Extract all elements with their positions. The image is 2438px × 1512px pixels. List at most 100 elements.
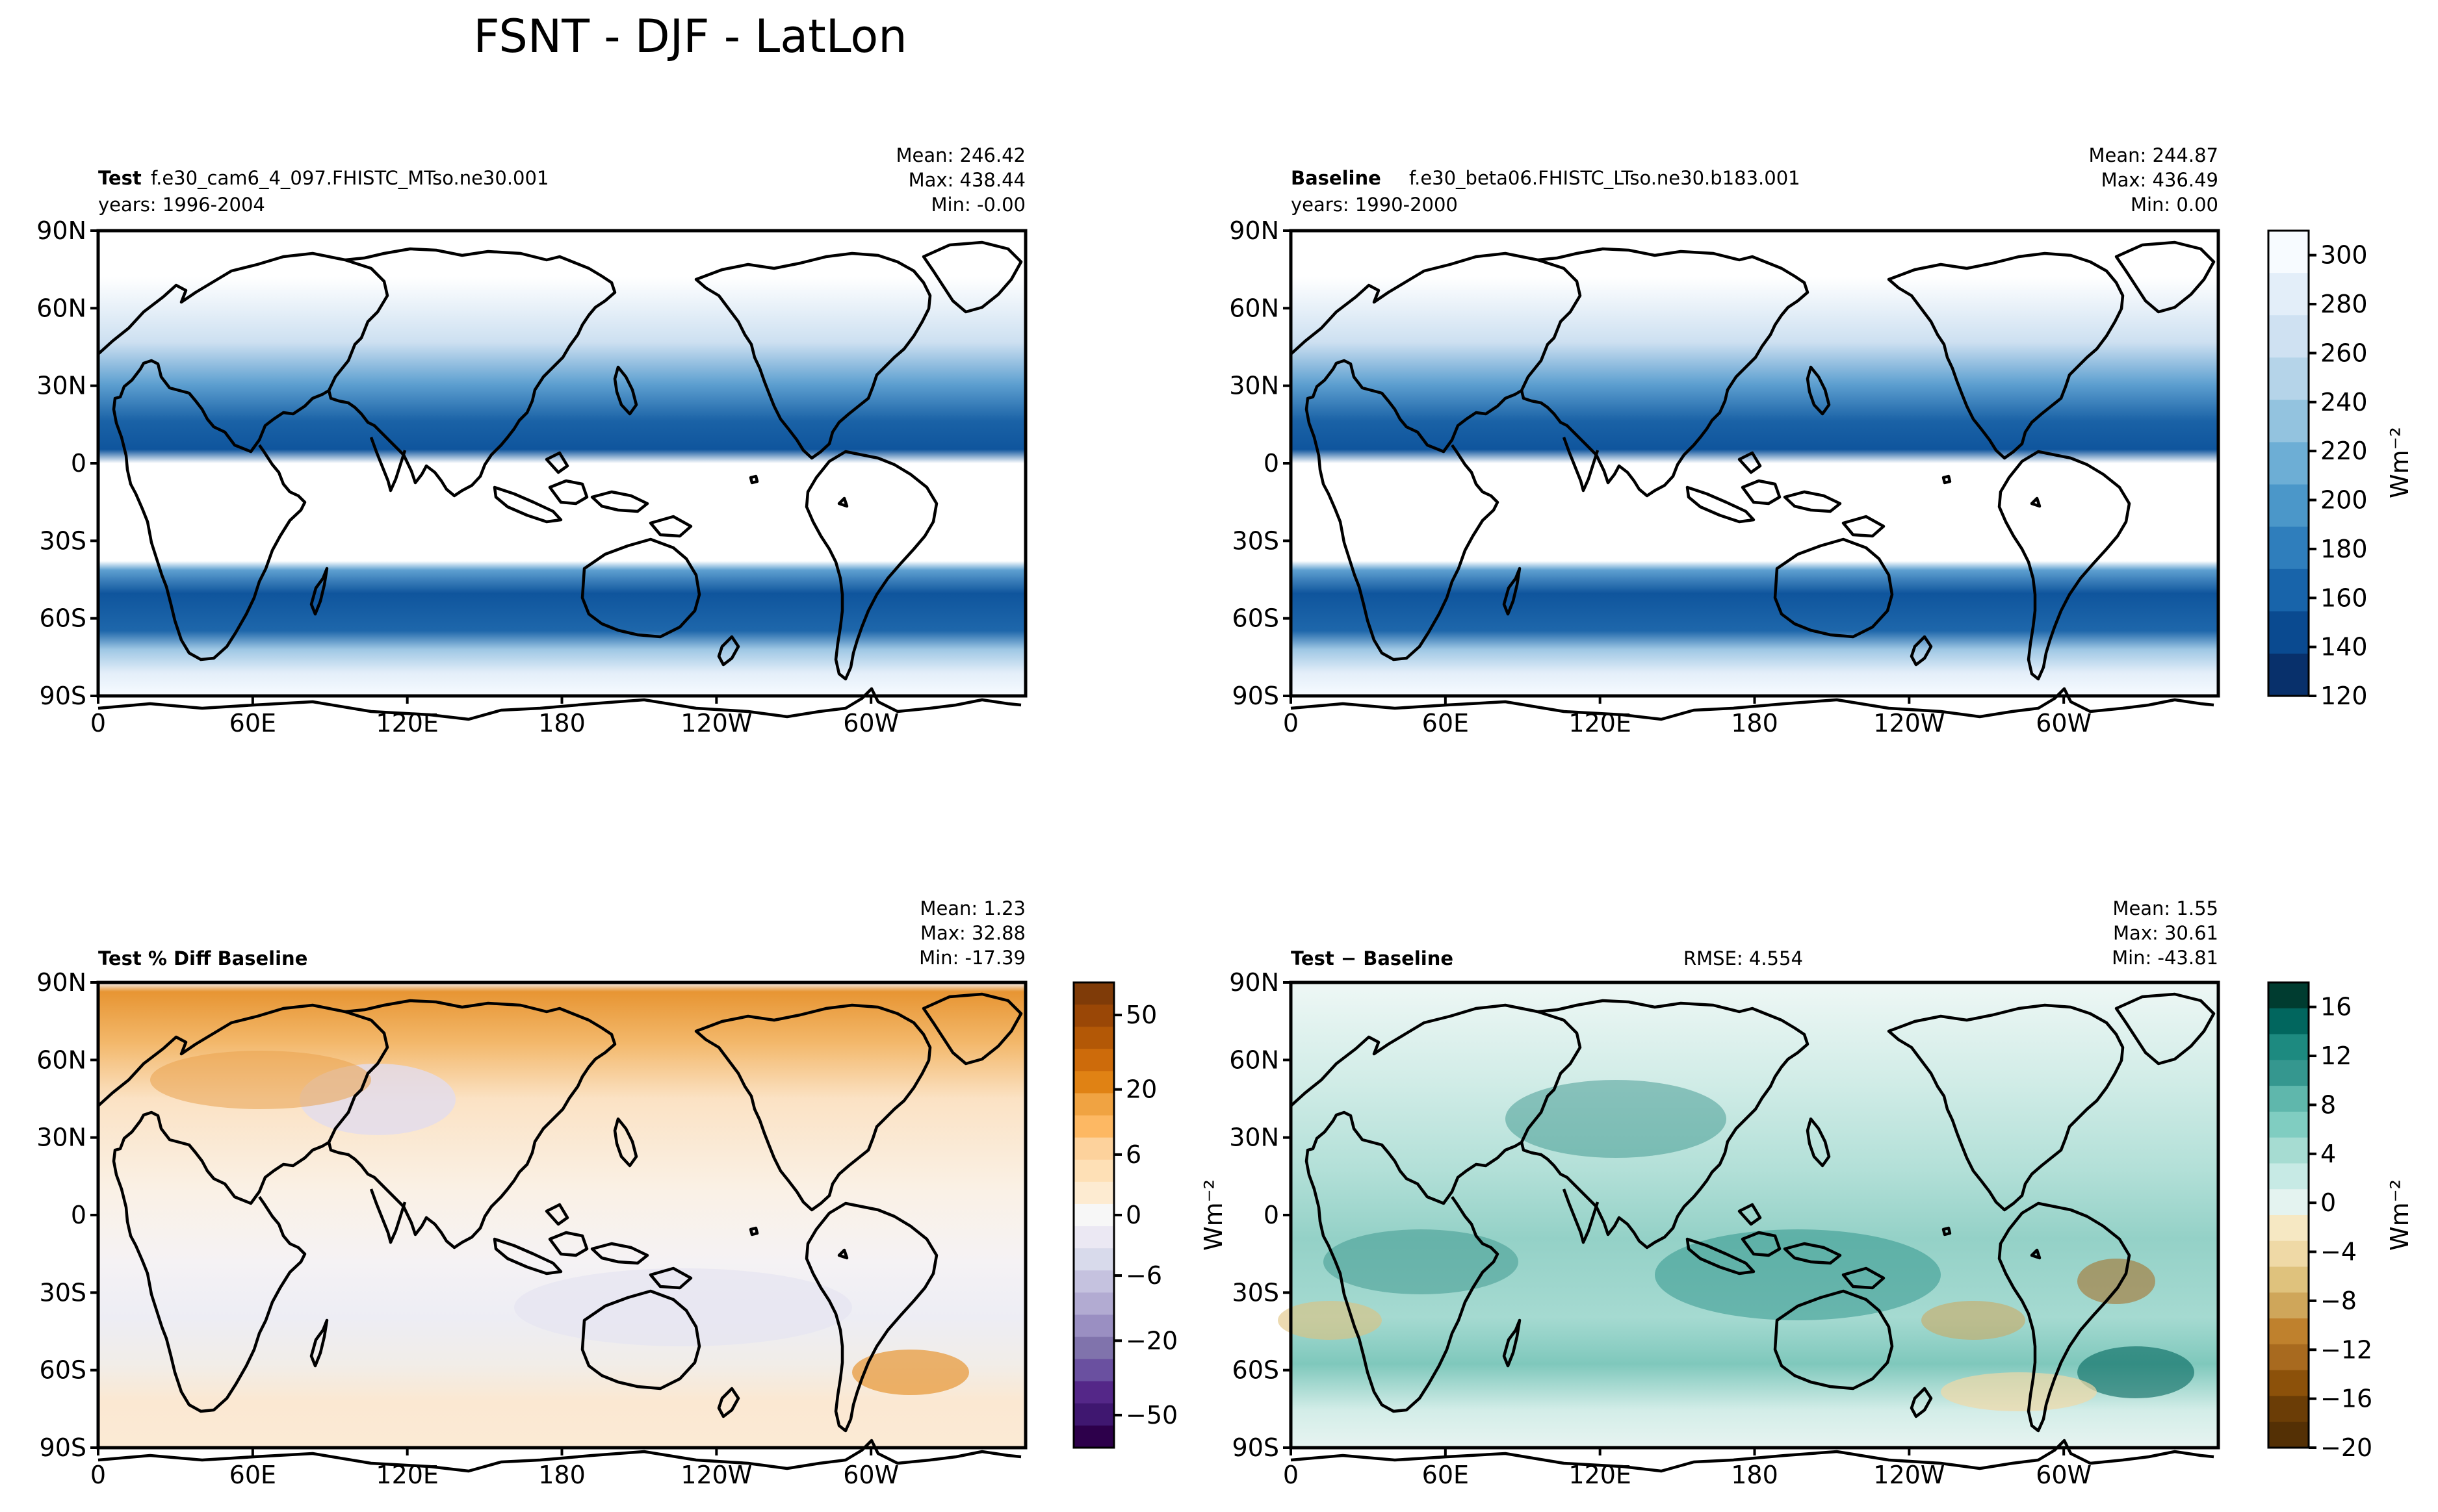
lon-tick-label: 60E [1422,1461,1469,1489]
pct-blob-siberia [150,1051,371,1109]
test-max: Max: 438.44 [909,169,1026,191]
colorbar-swatch [1074,1425,1114,1448]
lat-tick-label: 60S [1232,604,1279,633]
colorbar-swatch [2268,1008,2309,1035]
lat-tick-label: 30S [1232,1278,1279,1307]
colorbar-tick-label: 160 [2320,583,2368,612]
colorbar-swatch [2268,1240,2309,1268]
colorbar-swatch [1074,1381,1114,1404]
colorbar-tick-label: −12 [2320,1335,2372,1364]
lon-tick-label: 120E [1568,1461,1631,1489]
lat-tick-label: 60N [36,294,86,322]
colorbar-tick-label: 240 [2320,388,2368,416]
pct-diff-lat-axis: 90N 60N 30N 0 30S 60S 90S [36,968,98,1462]
diff-blob-3 [1323,1229,1518,1294]
colorbar-swatch [2268,1344,2309,1371]
diff-blob-4 [2077,1346,2194,1398]
colorbar-tick-label: 280 [2320,290,2368,318]
lat-tick-label: 90S [40,1433,86,1462]
diff-blob-5 [2077,1259,2155,1304]
lat-tick-label: 60N [1229,294,1279,322]
lat-tick-label: 90N [1229,216,1279,245]
diff-blob-1 [1505,1080,1726,1158]
lat-tick-label: 30N [1229,1123,1279,1152]
diff-blob-7 [1921,1301,2025,1340]
lon-tick-label: 180 [1731,709,1778,737]
colorbar-swatch [1074,1337,1114,1360]
diff-lat-axis: 90N 60N 30N 0 30S 60S 90S [1229,968,1291,1462]
baseline-label: Baseline [1291,167,1381,189]
lat-tick-label: 90N [1229,968,1279,997]
lat-tick-label: 30N [36,1123,86,1152]
pct-diff-lon-axis: 0 60E 120E 180 120W 60W [90,1448,899,1489]
panel-pct-diff [96,980,1028,1471]
colorbar-top: 120 140 160 180 200 220 240 260 280 300 [2267,229,2368,710]
colorbar-swatch [2268,611,2309,654]
colorbar-tick-label: −8 [2320,1287,2357,1315]
lon-tick-label: 0 [1283,709,1299,737]
diff-lon-axis: 0 60E 120E 180 120W 60W [1283,1448,2092,1489]
colorbar-swatch [2268,1060,2309,1086]
colorbar-swatch [2268,1034,2309,1060]
colorbar-swatch [2268,231,2309,274]
map-field-diff [1291,982,2218,1448]
colorbar-pct-units: Wm⁻² [1199,1179,1228,1251]
test-min: Min: -0.00 [931,194,1026,216]
colorbar-swatch [1074,1359,1114,1382]
pct-blob-south [852,1350,969,1395]
colorbar-swatch [1074,1027,1114,1049]
colorbar-swatch [1074,1115,1114,1138]
colorbar-swatch [2268,1111,2309,1138]
pct-diff-mean: Mean: 1.23 [920,897,1026,919]
colorbar-swatch [2268,273,2309,316]
diff-min: Min: -43.81 [2112,947,2218,969]
colorbar-tick-label: −20 [1126,1326,1178,1355]
colorbar-swatch [1074,1137,1114,1160]
colorbar-swatch [2268,1086,2309,1112]
lat-tick-label: 30S [40,526,86,555]
lon-tick-label: 120E [1568,709,1631,737]
colorbar-tick-label: 8 [2320,1090,2336,1119]
baseline-years: years: 1990-2000 [1291,194,1458,216]
colorbar-tick-label: −20 [2320,1433,2372,1462]
colorbar-swatch [2268,400,2309,443]
diff-label: Test − Baseline [1291,947,1453,969]
colorbar-swatch [2268,1137,2309,1164]
colorbar-tick-label: 180 [2320,535,2368,563]
colorbar-swatch [2268,1318,2309,1345]
map-field-baseline [1291,231,2218,696]
colorbar-swatch [1074,1248,1114,1271]
lon-tick-label: 60E [229,1461,276,1489]
lat-tick-label: 30S [1232,526,1279,555]
colorbar-swatch [2268,1396,2309,1422]
lon-tick-label: 0 [90,709,106,737]
lat-tick-label: 90S [1232,1433,1279,1462]
lat-tick-label: 90N [36,216,86,245]
colorbar-swatch [2268,526,2309,570]
colorbar-tick-label: 50 [1126,1001,1157,1029]
lon-tick-label: 0 [1283,1461,1299,1489]
colorbar-swatch [2268,1292,2309,1319]
lat-tick-label: 0 [71,449,86,478]
lat-tick-label: 90S [1232,682,1279,710]
colorbar-swatch [2268,653,2309,697]
diff-rmse: RMSE: 4.554 [1683,947,1803,969]
colorbar-swatch [2268,442,2309,485]
colorbar-tick-label: −4 [2320,1238,2357,1266]
panel-baseline [1289,229,2220,719]
lat-tick-label: 0 [71,1201,86,1229]
colorbar-tick-label: 300 [2320,241,2368,270]
colorbar-swatch [1074,1292,1114,1316]
test-label: Test [98,167,142,189]
lat-tick-label: 60S [40,604,86,633]
lat-tick-label: 60S [40,1356,86,1385]
test-case: f.e30_cam6_4_097.FHISTC_MTso.ne30.001 [151,167,549,189]
pct-diff-max: Max: 32.88 [920,922,1026,944]
diff-blob-2 [1655,1229,1941,1320]
colorbar-swatch [1074,1049,1114,1071]
figure-title: FSNT - DJF - LatLon [473,10,907,63]
colorbar-pct: 50 20 6 0 −6 −20 −50 [1072,981,1178,1449]
lon-tick-label: 120W [1873,1461,1945,1489]
map-field-test [98,231,1026,696]
baseline-mean: Mean: 244.87 [2089,144,2218,166]
